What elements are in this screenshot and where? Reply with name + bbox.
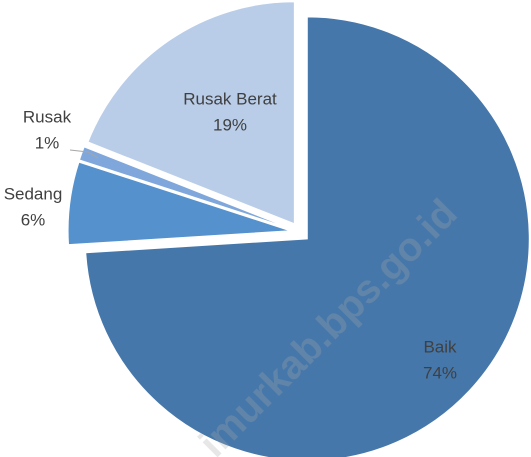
slice-label: Baik	[423, 337, 457, 356]
slice-label: Sedang	[4, 184, 63, 203]
slice-value-label: 1%	[35, 133, 60, 152]
pie-slice	[67, 161, 291, 246]
pie-slice	[85, 16, 530, 457]
slice-value-label: 74%	[423, 363, 457, 382]
slice-label: Rusak	[23, 107, 72, 126]
slice-label: Rusak Berat	[183, 89, 277, 108]
slice-value-label: 6%	[21, 210, 46, 229]
slice-value-label: 19%	[213, 115, 247, 134]
pie-slice	[78, 146, 291, 230]
pie-slice	[87, 1, 295, 225]
leader-line	[69, 149, 99, 159]
